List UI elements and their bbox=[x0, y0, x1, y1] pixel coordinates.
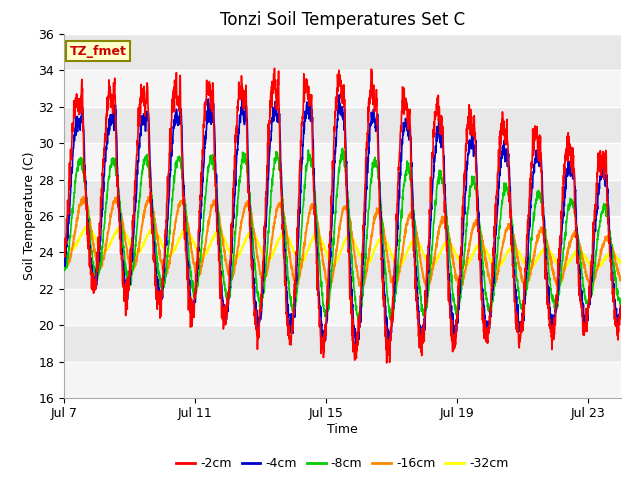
X-axis label: Time: Time bbox=[327, 423, 358, 436]
Bar bbox=[64, 362, 621, 398]
Bar bbox=[64, 289, 621, 325]
Y-axis label: Soil Temperature (C): Soil Temperature (C) bbox=[22, 152, 36, 280]
Legend: -2cm, -4cm, -8cm, -16cm, -32cm: -2cm, -4cm, -8cm, -16cm, -32cm bbox=[172, 452, 513, 475]
Text: TZ_fmet: TZ_fmet bbox=[70, 45, 127, 58]
Bar bbox=[64, 216, 621, 252]
Title: Tonzi Soil Temperatures Set C: Tonzi Soil Temperatures Set C bbox=[220, 11, 465, 29]
Bar bbox=[64, 143, 621, 180]
Bar bbox=[64, 70, 621, 107]
